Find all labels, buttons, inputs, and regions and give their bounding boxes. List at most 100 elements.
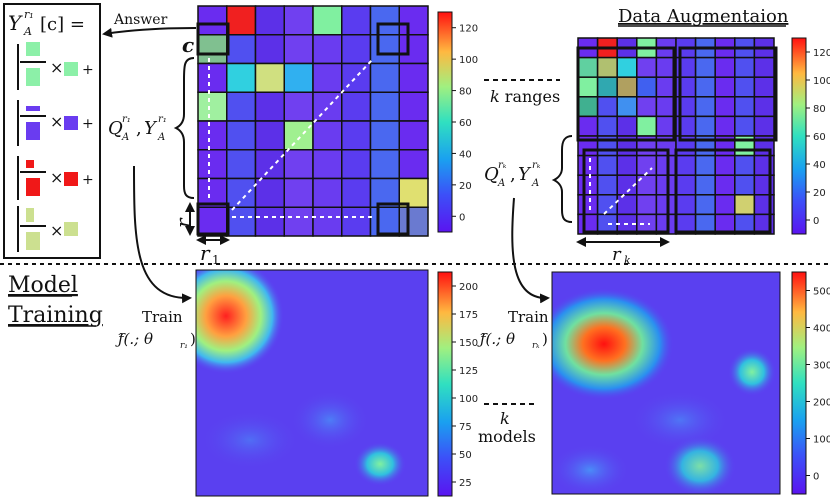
grid-cell [734,154,756,176]
grid-cell [283,206,314,237]
colorbar-tick-label: 0 [813,216,819,227]
times-sign: × [50,168,63,187]
grid-cell [734,76,756,98]
grid-cell [312,120,343,151]
svg-text:Q: Q [108,118,123,139]
colorbar-tick-label: 75 [459,422,472,433]
train-arrow-right [511,197,550,304]
grid-cell [312,206,343,237]
grid-cell [734,96,756,118]
grid-cell [694,174,716,196]
grid-cell [636,194,658,216]
colorbar-tick-label: 40 [459,149,472,160]
grid-cell [341,91,372,122]
grid-cell [226,34,257,65]
svg-text:r₁: r₁ [158,114,167,125]
colorbar-tick-label: 175 [459,310,478,321]
grid-cell [369,91,400,122]
colorbar-tick-label: 0 [813,472,819,483]
colorbar-tick-label: 100 [813,435,830,446]
grid-cell [655,154,677,176]
plus-sign: + [82,116,94,132]
grid-cell [283,149,314,180]
grid-cell [694,115,716,137]
grid-cell [283,34,314,65]
model-training-label-2: Training [8,303,103,328]
grid-cell [753,96,775,118]
svg-text:ƒ̂(.; θ: ƒ̂(.; θ [115,330,153,348]
plus-sign: + [82,62,94,78]
colorbar-tick-label: 20 [813,188,826,199]
q-y-r1-label: Q A r₁ , Y A r₁ [108,114,167,143]
colorbar-tick-label: 500 [813,287,830,298]
train-label-left: Train ƒ̂(.; θ r₁ ) [115,308,196,351]
grid-cell [596,115,618,137]
grid-cell [369,5,400,36]
grid-cell [369,149,400,180]
grid-cell [398,91,429,122]
grid-cell [577,115,599,137]
grid-cell [341,5,372,36]
colorbar-top-right [791,37,807,235]
colorbar-tick-label: 400 [813,324,830,335]
grid-cell [226,206,257,237]
svg-text:ƒ̂(.; θ: ƒ̂(.; θ [477,330,515,348]
svg-text:A: A [157,132,165,143]
r1-side-label: r [171,217,195,228]
colorbar-tick-label: 120 [813,48,830,59]
grid-cell [616,76,638,98]
k-ranges-label: k ranges [490,87,560,106]
grid-cell [341,34,372,65]
grid-cell [655,194,677,216]
grid-cell [312,5,343,36]
grid-left-annotations: c r r 1 [171,22,410,267]
grid-cell [254,62,285,93]
grid-cell [714,76,736,98]
colorbar-top-left-ticks: 0 20 40 60 80 100 120 [452,24,478,223]
grid-cell [283,5,314,36]
svg-text:A: A [531,178,539,189]
colorbar-top-right-ticks: 0 20 40 60 80 100 120 [806,48,830,227]
grid-cell [636,174,658,196]
grid-cell [254,91,285,122]
cell-c-label: c [182,33,194,57]
grid-cell [596,56,618,78]
grid-cell [577,154,599,176]
grid-cell [312,177,343,208]
grid-cell [369,62,400,93]
heatmap-bottom-left [195,269,429,497]
grid-cell [197,91,228,122]
grid-cell [197,34,228,65]
grid-cell [714,115,736,137]
grid-cell [254,120,285,151]
colorbar-bottom-right-ticks: 0 100 200 300 400 500 [806,287,830,483]
grid-cell [254,149,285,180]
formula-box: Y A r₁ [c] = × + × + [3,3,101,259]
grid-cell [714,96,736,118]
grid-cell [616,96,638,118]
grid-cell [694,154,716,176]
grid-cell [369,34,400,65]
brace-left [173,57,195,199]
grid-cell [283,62,314,93]
svg-text:A: A [497,178,505,189]
grid-cell [398,177,429,208]
grid-cell [398,120,429,151]
grid-heatmap-left [197,5,429,237]
grid-cell [734,56,756,78]
colorbar-tick-label: 80 [813,104,826,115]
grid-cell [226,149,257,180]
formula-title-sub: A [23,25,32,38]
grid-cell [734,174,756,196]
grid-cell [577,194,599,216]
grid-cell [341,177,372,208]
colorbar-tick-label: 100 [459,394,478,405]
grid-cell [694,96,716,118]
formula-term-3: × + [17,156,94,200]
grid-cell [398,5,429,36]
grid-cell [398,34,429,65]
svg-text:rₖ: rₖ [532,160,541,171]
grid-cell [226,177,257,208]
svg-text:Q: Q [484,164,499,185]
grid-cell [675,174,697,196]
